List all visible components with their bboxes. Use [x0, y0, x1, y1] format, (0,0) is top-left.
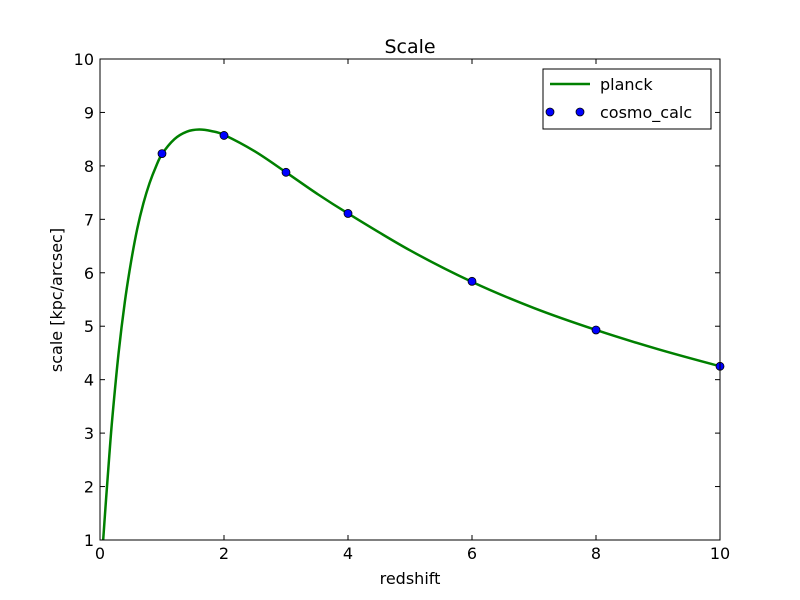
legend-marker-cosmo-left [545, 107, 555, 117]
y-tick-label: 6 [84, 264, 94, 283]
x-tick-label: 0 [95, 544, 105, 563]
y-axis-label: scale [kpc/arcsec] [47, 228, 66, 372]
y-tick-label: 4 [84, 371, 94, 390]
y-tick-label: 9 [84, 103, 94, 122]
y-tick-label: 3 [84, 424, 94, 443]
x-tick-label: 6 [467, 544, 477, 563]
y-tick-label: 2 [84, 478, 94, 497]
data-point-cosmo_calc [157, 149, 167, 158]
y-tick-label: 1 [84, 531, 94, 550]
markers [157, 131, 725, 371]
x-axis-label: redshift [380, 569, 441, 588]
data-point-cosmo_calc [281, 167, 291, 177]
x-tick-label: 10 [710, 544, 730, 563]
x-tick-label: 4 [343, 544, 353, 563]
y-tick-label: 8 [84, 157, 94, 176]
plot-area [101, 128, 720, 540]
legend-label-cosmo-calc: cosmo_calc [600, 103, 692, 123]
legend: planck cosmo_calc [542, 68, 712, 130]
y-tick-label: 5 [84, 317, 94, 336]
data-point-cosmo_calc [219, 131, 229, 140]
x-tick-label: 8 [591, 544, 601, 563]
legend-label-planck: planck [600, 75, 653, 94]
data-point-cosmo_calc [467, 276, 477, 286]
x-tick-label: 2 [219, 544, 229, 563]
data-point-cosmo_calc [343, 209, 353, 218]
y-tick-label: 7 [84, 210, 94, 229]
series-line-planck [101, 128, 720, 540]
plot-frame [99, 58, 721, 541]
data-point-cosmo_calc [591, 325, 601, 335]
legend-marker-cosmo-right [575, 107, 585, 117]
y-tick-label: 10 [74, 50, 94, 69]
legend-box [542, 68, 712, 130]
chart-title: Scale [384, 36, 435, 58]
